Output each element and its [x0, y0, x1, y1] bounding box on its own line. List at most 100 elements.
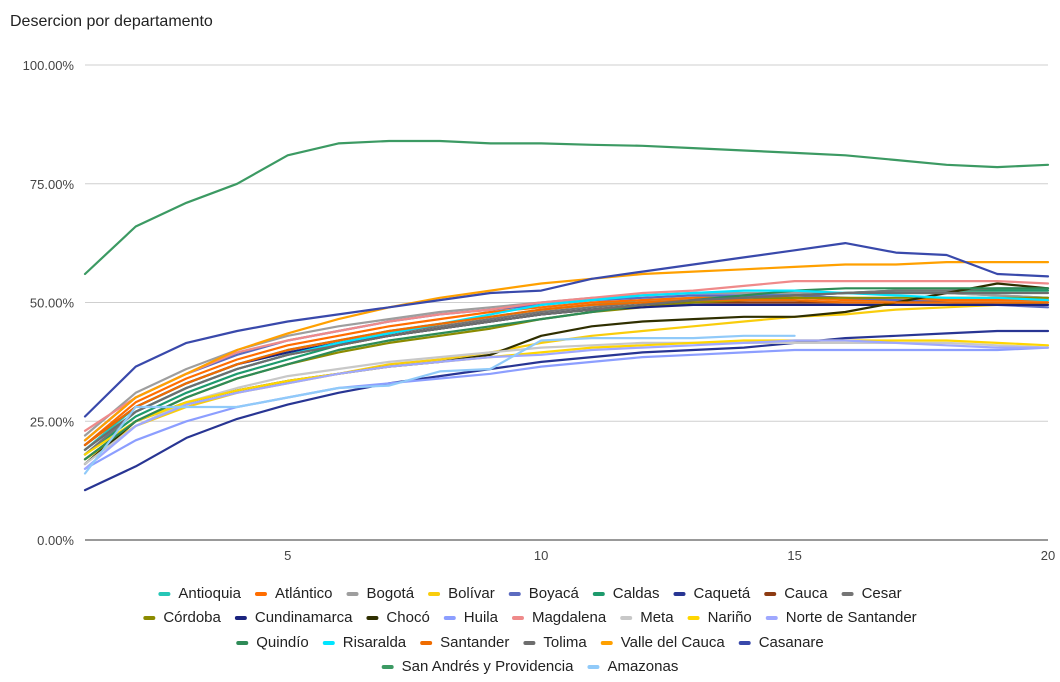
series-line-13 — [83, 280, 1050, 432]
y-tick-label: 0.00% — [37, 533, 74, 548]
legend-item: Amazonas — [587, 658, 678, 675]
legend-marker — [841, 592, 854, 596]
x-tick-label: 10 — [534, 548, 548, 563]
legend-label: Magdalena — [532, 609, 607, 626]
legend-item: Magdalena — [511, 609, 607, 626]
legend-marker — [158, 592, 171, 596]
legend-item: Córdoba — [143, 609, 222, 626]
legend-item: Cauca — [764, 585, 828, 602]
legend-label: Caquetá — [694, 585, 751, 602]
series-lines — [83, 139, 1050, 492]
legend-item: Meta — [620, 609, 674, 626]
legend-marker — [523, 641, 536, 645]
legend-marker — [687, 616, 700, 620]
legend-label: Córdoba — [163, 609, 221, 626]
y-axis-ticks: 0.00% 25.00% 50.00% 75.00% 100.00% — [23, 58, 75, 548]
x-tick-label: 5 — [284, 548, 291, 563]
legend-marker — [381, 665, 394, 669]
legend-label: Boyacá — [529, 585, 580, 602]
y-tick-label: 25.00% — [30, 414, 75, 429]
legend-marker — [420, 641, 433, 645]
legend-item: Boyacá — [508, 585, 580, 602]
legend-label: Cesar — [862, 585, 902, 602]
legend-marker — [443, 616, 456, 620]
series-line-12 — [83, 346, 1050, 470]
x-axis-ticks: 5 10 15 20 — [284, 548, 1055, 563]
y-tick-label: 50.00% — [30, 296, 75, 311]
legend-item: Norte de Santander — [765, 609, 917, 626]
legend-item: Cesar — [841, 585, 902, 602]
legend-label: Tolima — [543, 634, 587, 651]
legend-marker — [508, 592, 521, 596]
legend-item: Antioquia — [158, 585, 242, 602]
legend-item: San Andrés y Providencia — [381, 658, 574, 675]
legend-label: Norte de Santander — [786, 609, 917, 626]
legend-item: Casanare — [738, 634, 824, 651]
legend-label: Huila — [464, 609, 499, 626]
series-line-16 — [83, 339, 1050, 470]
series-line-19 — [83, 299, 1050, 447]
legend-marker — [765, 616, 778, 620]
legend-marker — [620, 616, 633, 620]
legend-label: Antioquia — [178, 585, 241, 602]
series-line-6 — [83, 329, 1050, 492]
legend-item: Huila — [443, 609, 499, 626]
x-tick-label: 20 — [1041, 548, 1055, 563]
legend-label: Bogotá — [367, 585, 415, 602]
series-line-9 — [83, 296, 1050, 461]
legend-marker — [234, 616, 247, 620]
legend-label: Valle del Cauca — [621, 634, 726, 651]
legend-item: Valle del Cauca — [600, 634, 726, 651]
legend-marker — [592, 592, 605, 596]
series-line-20 — [83, 291, 1050, 451]
legend-label: Casanare — [759, 634, 824, 651]
legend-marker — [254, 592, 267, 596]
legend-marker — [673, 592, 686, 596]
y-tick-label: 75.00% — [30, 177, 75, 192]
legend-item: Caquetá — [673, 585, 751, 602]
legend-marker — [322, 641, 335, 645]
legend-marker — [143, 616, 156, 620]
legend-marker — [511, 616, 524, 620]
legend-label: Caldas — [613, 585, 660, 602]
legend-marker — [346, 592, 359, 596]
series-line-10 — [83, 303, 1050, 447]
legend-marker — [366, 616, 379, 620]
legend-item: Bolívar — [428, 585, 495, 602]
legend-label: Bolívar — [448, 585, 495, 602]
legend-marker — [428, 592, 441, 596]
series-line-21 — [83, 261, 1050, 442]
legend-label: Amazonas — [607, 658, 678, 675]
legend-label: San Andrés y Providencia — [402, 658, 574, 675]
legend-item: Nariño — [687, 609, 752, 626]
legend-label: Meta — [640, 609, 674, 626]
legend-label: Cundinamarca — [255, 609, 353, 626]
legend-marker — [600, 641, 613, 645]
legend-item: Bogotá — [346, 585, 415, 602]
legend-marker — [738, 641, 751, 645]
series-line-22 — [83, 242, 1050, 418]
legend-marker — [236, 641, 249, 645]
legend-item: Cundinamarca — [234, 609, 353, 626]
legend-marker — [587, 665, 600, 669]
series-line-17 — [83, 287, 1050, 461]
legend-label: Quindío — [256, 634, 309, 651]
y-tick-label: 100.00% — [23, 58, 75, 73]
legend-label: Santander — [440, 634, 509, 651]
legend-marker — [764, 592, 777, 596]
legend-label: Atlántico — [275, 585, 333, 602]
legend-item: Risaralda — [322, 634, 407, 651]
legend-item: Tolima — [523, 634, 587, 651]
series-line-15 — [83, 339, 1050, 456]
series-line-14 — [83, 341, 1050, 466]
legend-label: Cauca — [784, 585, 828, 602]
legend-label: Risaralda — [343, 634, 407, 651]
series-line-23 — [83, 139, 1050, 276]
series-line-24 — [83, 334, 796, 475]
chart-title: Desercion por departamento — [10, 13, 213, 30]
legend-item: Quindío — [236, 634, 309, 651]
legend-item: Atlántico — [254, 585, 333, 602]
legend-label: Nariño — [708, 609, 752, 626]
legend-item: Chocó — [366, 609, 430, 626]
legend-label: Chocó — [386, 609, 429, 626]
